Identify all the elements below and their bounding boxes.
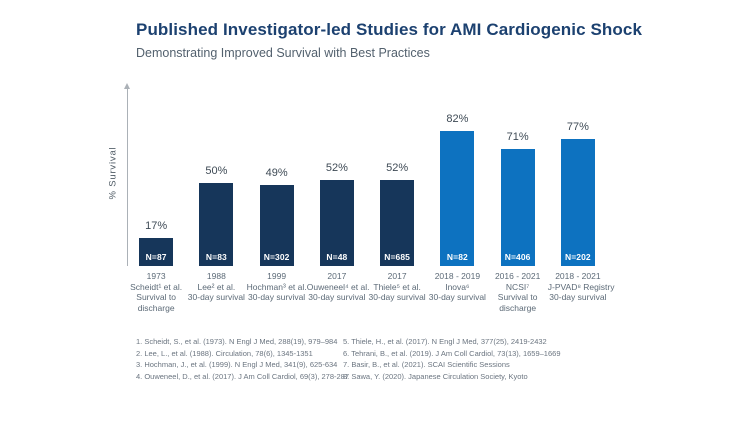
x-axis-tick-label-line: 2016 - 2021 — [494, 271, 541, 281]
footnote-references-right: 5. Thiele, H., et al. (2017). N Engl J M… — [343, 336, 561, 382]
x-axis-tick-label-line: 2017 — [387, 271, 407, 281]
bar-n-label: N=302 — [263, 252, 290, 262]
x-axis-tick-label-line: Thiele⁵ et al. — [373, 281, 421, 292]
y-axis-label: % Survival — [107, 146, 119, 200]
footnote-reference: 7. Basir, B., et al. (2021). SCAI Scient… — [343, 360, 510, 370]
x-axis-tick-label-line: 30-day survival — [187, 292, 245, 302]
x-axis-tick-label-line: 1973 — [146, 271, 166, 281]
x-axis-tick-label: 2016 - 2021 NCSI⁷ Survival to discharge — [488, 271, 548, 313]
x-axis-tick-label-line: 1999 — [267, 271, 287, 281]
x-axis-tick-label: 2018 - 2021 J-PVAD⁸ Registry 30-day surviv… — [547, 271, 615, 313]
chart-title: Published Investigator-led Studies for A… — [136, 20, 642, 39]
x-axis-tick-label: 1988 Lee² et al. 30-day survival — [186, 271, 246, 313]
bar: N=82 — [440, 131, 475, 266]
x-axis-tick-label-line: Lee² et al. — [197, 281, 236, 292]
bar-column: 52% N=48 — [307, 84, 367, 266]
bar: N=48 — [319, 180, 354, 266]
x-axis-tick-label-line: discharge — [137, 302, 175, 313]
x-axis-tick-label-line: 2017 — [327, 271, 347, 281]
x-axis-tick-label: 2017 Ouweneel⁴ et al. 30-day survival — [306, 271, 370, 313]
bar-value-label: 82% — [446, 113, 469, 125]
bar-n-label: N=406 — [504, 252, 531, 262]
bar: N=685 — [380, 180, 415, 266]
bar-n-label: N=82 — [446, 252, 468, 262]
x-axis-tick-label: 2018 - 2019 Inova⁶ 30-day survival — [427, 271, 487, 313]
bar-n-label: N=685 — [384, 252, 411, 262]
bar-value-label: 50% — [205, 165, 228, 177]
bar-column: 71% N=406 — [488, 84, 548, 266]
x-axis-tick-label-line: 30-day survival — [248, 292, 306, 302]
footnote-reference: 6. Tehrani, B., et al. (2019). J Am Coll… — [343, 348, 561, 358]
bar-value-label: 52% — [325, 162, 348, 174]
bar-value-label: 49% — [265, 167, 288, 179]
bar-n-label: N=48 — [326, 252, 348, 262]
x-axis-tick-label-line: discharge — [499, 302, 537, 313]
footnote-reference: 5. Thiele, H., et al. (2017). N Engl J M… — [343, 337, 547, 346]
x-axis-tick-label-line: 30-day survival — [428, 292, 486, 302]
bar-n-label: N=202 — [564, 252, 591, 262]
chart-subtitle: Demonstrating Improved Survival with Bes… — [136, 46, 430, 60]
bar: N=83 — [199, 183, 234, 266]
bar: N=406 — [500, 149, 535, 266]
bar-n-label: N=83 — [205, 252, 227, 262]
x-axis-tick-label-line: 1988 — [206, 271, 226, 281]
x-axis-tick-label-line: Scheidt¹ et al. — [130, 281, 183, 292]
x-axis-tick-label-line: 30-day survival — [308, 292, 366, 302]
footnote-reference: 1. Scheidt, S., et al. (1973). N Engl J … — [136, 337, 338, 346]
y-axis-arrow-icon — [124, 83, 130, 89]
x-axis-labels: 1973 Scheidt¹ et al. Survival to discharge 1… — [126, 271, 615, 313]
x-axis-tick-label: 2017 Thiele⁵ et al. 30-day survival — [367, 271, 427, 313]
x-axis-tick-label-line: Hochman³ et al. — [246, 281, 307, 292]
bar: N=202 — [560, 139, 595, 266]
footnote-reference: 8. Sawa, Y. (2020). Japanese Circulation… — [343, 371, 528, 381]
footnote-reference: 3. Hochman, J., et al. (1999). N Engl J … — [136, 360, 338, 370]
bar-chart-plot-area: 17% N=87 50% N=83 49% N=302 52% N=48 52% N=685 82%… — [126, 84, 608, 266]
x-axis-tick-label-line: NCSI⁷ — [505, 281, 530, 292]
x-axis-tick-label-line: Ouweneel⁴ et al. — [306, 281, 370, 292]
bar-column: 49% N=302 — [247, 84, 307, 266]
x-axis-tick-label: 1973 Scheidt¹ et al. Survival to discharge — [126, 271, 186, 313]
y-axis-line — [127, 88, 128, 266]
bar-value-label: 71% — [506, 131, 529, 143]
bar-value-label: 52% — [386, 162, 409, 174]
x-axis-tick-label: 1999 Hochman³ et al. 30-day survival — [247, 271, 307, 313]
bar-n-label: N=87 — [145, 252, 167, 262]
bar-column: 77% N=202 — [548, 84, 608, 266]
footnote-reference: 4. Ouweneel, D., et al. (2017). J Am Col… — [136, 371, 350, 381]
x-axis-tick-label-line: J-PVAD⁸ Registry — [547, 281, 615, 292]
x-axis-tick-label-line: Survival to — [497, 292, 538, 302]
bar: N=87 — [139, 238, 174, 266]
bar-column: 52% N=685 — [367, 84, 427, 266]
bar-column: 82% N=82 — [427, 84, 487, 266]
bar-value-label: 17% — [145, 220, 168, 232]
bar-value-label: 77% — [566, 121, 589, 133]
x-axis-tick-label-line: 2018 - 2019 — [434, 271, 481, 281]
x-axis-tick-label-line: Survival to — [136, 292, 176, 302]
x-axis-tick-label-line: 2018 - 2021 — [555, 271, 601, 281]
x-axis-tick-label-line: 30-day survival — [549, 292, 607, 302]
footnote-references-left: 1. Scheidt, S., et al. (1973). N Engl J … — [136, 336, 349, 382]
bar-column: 50% N=83 — [186, 84, 246, 266]
x-axis-tick-label-line: 30-day survival — [368, 292, 426, 302]
bar-column: 17% N=87 — [126, 84, 186, 266]
x-axis-tick-label-line: Inova⁶ — [445, 281, 470, 292]
bar: N=302 — [259, 185, 294, 266]
footnote-reference: 2. Lee, L., et al. (1988). Circulation, … — [136, 348, 313, 358]
